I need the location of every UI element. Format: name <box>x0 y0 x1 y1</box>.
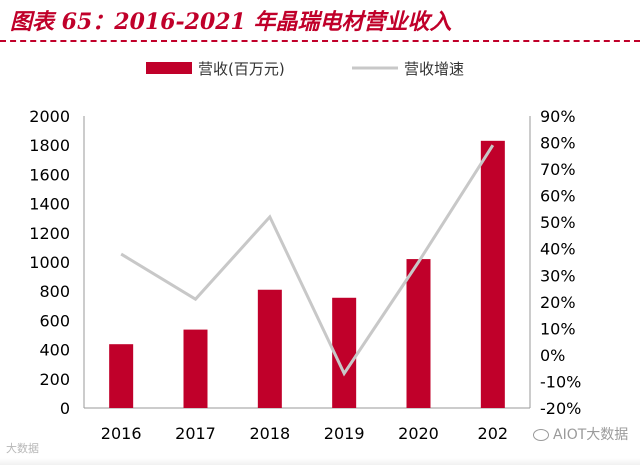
y-left-tick-label: 2000 <box>29 107 70 126</box>
watermark-right-text: AIOT大数据 <box>553 427 629 443</box>
y-left-tick-label: 1000 <box>29 253 70 272</box>
y-right-tick-label: 50% <box>540 213 576 232</box>
y-right-tick-label: 60% <box>540 187 576 206</box>
watermark-right: AIOT大数据 <box>533 424 628 444</box>
y-right-tick-label: 0% <box>540 346 565 365</box>
bar <box>406 259 431 408</box>
y-right-tick-label: 80% <box>540 134 576 153</box>
growth-line <box>120 144 495 377</box>
x-tick-label: 2018 <box>249 424 290 443</box>
y-left-tick-label: 1800 <box>29 136 70 155</box>
bar <box>257 289 282 408</box>
x-tick-label: 2019 <box>324 424 365 443</box>
y-left-tick-label: 1600 <box>29 165 70 184</box>
y-left-tick-label: 600 <box>39 311 70 330</box>
wechat-icon <box>533 429 549 441</box>
watermark-left-text: 大数据 <box>6 442 39 455</box>
y-right-tick-label: -10% <box>540 372 581 391</box>
y-left-tick-label: 800 <box>39 282 70 301</box>
y-left-tick-label: 400 <box>39 341 70 360</box>
combo-chart: 营收(百万元) 营收增速 0 200 400 600 800 1000 1200 1400 1600… <box>29 60 581 443</box>
bar <box>480 140 505 408</box>
x-tick-label: 2017 <box>175 424 216 443</box>
bottom-strip <box>0 458 640 465</box>
bar <box>332 297 357 408</box>
legend-bar-swatch <box>146 62 192 74</box>
y-right-tick-label: 10% <box>540 319 576 338</box>
x-tick-label: 2020 <box>398 424 439 443</box>
legend-bar-label: 营收(百万元) <box>198 60 285 78</box>
x-tick-label: 202 <box>478 424 509 443</box>
y-left-tick-label: 1200 <box>29 224 70 243</box>
bar <box>183 329 208 408</box>
y-right-tick-label: 40% <box>540 240 576 259</box>
y-right-tick-label: 70% <box>540 160 576 179</box>
title-bar: 图表 65：2016-2021 年晶瑞电材营业收入 <box>0 0 640 42</box>
y-right-tick-label: 30% <box>540 266 576 285</box>
x-tick-label: 2016 <box>101 424 142 443</box>
y-right-tick-label: 90% <box>540 107 576 126</box>
legend-line-label: 营收增速 <box>404 60 464 78</box>
watermark-left: 大数据 <box>6 440 39 456</box>
bar <box>109 344 134 408</box>
y-right-tick-label: -20% <box>540 399 581 418</box>
y-right-tick-label: 20% <box>540 293 576 312</box>
y-left-tick-label: 1400 <box>29 195 70 214</box>
y-left-tick-label: 200 <box>39 370 70 389</box>
y-left-tick-label: 0 <box>60 399 70 418</box>
chart-title: 图表 65：2016-2021 年晶瑞电材营业收入 <box>10 9 452 35</box>
